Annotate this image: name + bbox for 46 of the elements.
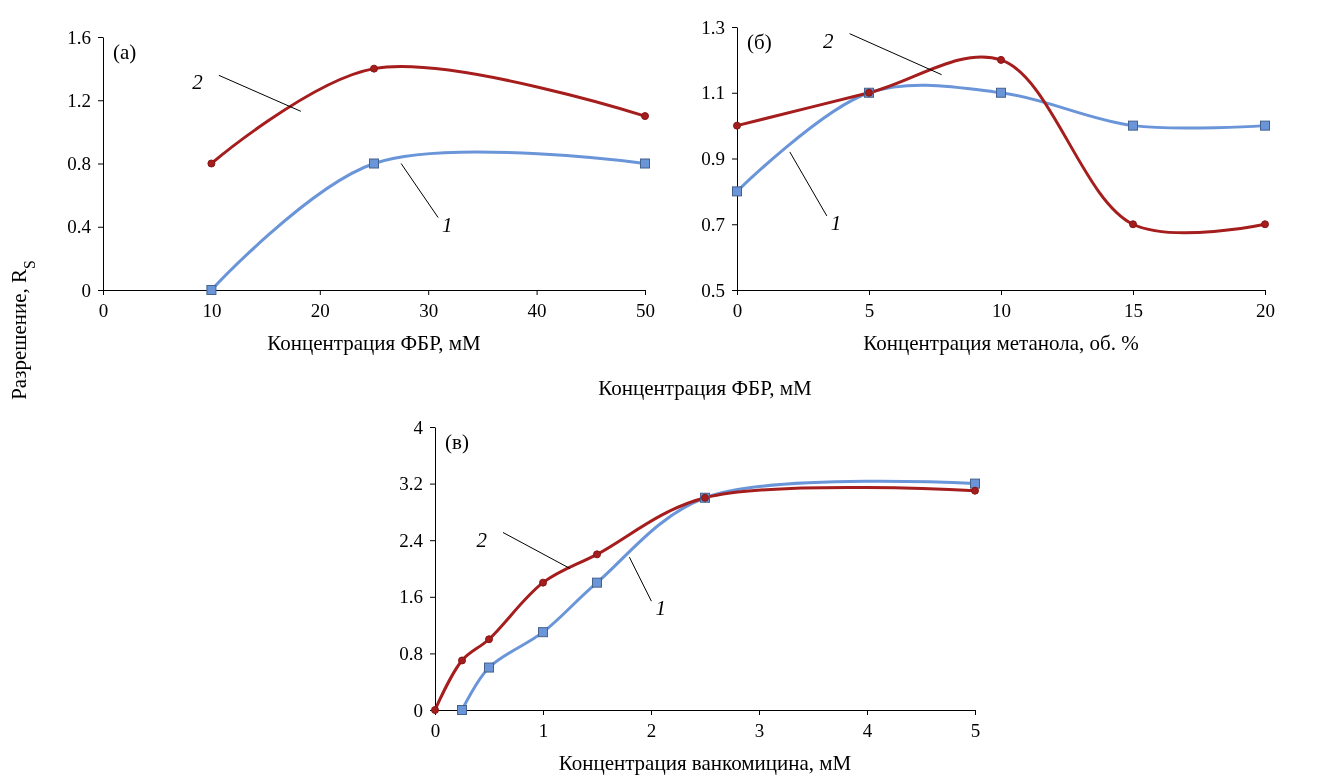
chart-title: Концентрация ФБР, мМ	[598, 376, 812, 400]
text: 1	[655, 596, 666, 621]
x-axis-title: Концентрация ванкомицина, мМ	[558, 751, 852, 775]
y-tick-label: 1.2	[67, 89, 91, 111]
text: 1	[830, 210, 842, 235]
y-tick-label: 0.5	[701, 279, 725, 301]
y-tick-label: 0.4	[67, 216, 92, 238]
annotation: (в)	[445, 430, 469, 454]
x-tick-label: 0	[732, 300, 743, 321]
x-tick-label: 2	[646, 720, 657, 741]
x-tick-label: 20	[310, 300, 330, 321]
text: 2	[192, 70, 204, 95]
y-tick-label: 1.6	[399, 586, 423, 608]
text: 2	[476, 527, 488, 552]
annotation: (а)	[113, 40, 137, 64]
annotation: (б)	[747, 30, 772, 54]
y-tick-label: 0.9	[701, 148, 725, 170]
x-tick-label: 3	[754, 720, 765, 741]
x-axis-title: Концентрация метанола, об. %	[863, 331, 1139, 355]
x-tick-label: 10	[992, 300, 1011, 321]
x-tick-label: 40	[527, 300, 547, 321]
text: 1	[442, 212, 453, 237]
x-tick-label: 0	[98, 300, 109, 321]
y-tick-label: 4	[413, 416, 424, 438]
y-tick-label: 1.6	[67, 26, 91, 48]
x-tick-label: 15	[1124, 300, 1143, 321]
x-tick-label: 4	[862, 720, 873, 741]
y-tick-label: 0	[413, 699, 423, 721]
y-tick-label: 2.4	[399, 529, 424, 551]
y-tick-label: 0	[81, 279, 91, 301]
y-tick-label: 0.8	[399, 642, 423, 664]
x-axis-title: Концентрация ФБР, мМ	[267, 331, 481, 355]
x-tick-label: 5	[864, 300, 875, 321]
x-tick-label: 30	[419, 300, 439, 321]
x-tick-label: 10	[202, 300, 222, 321]
y-tick-label: 1.3	[701, 16, 725, 38]
x-tick-label: 20	[1256, 300, 1275, 321]
y-tick-label: 3.2	[399, 473, 423, 495]
x-tick-label: 0	[430, 720, 441, 741]
y-tick-label: 0.7	[701, 213, 725, 235]
y-tick-label: 0.8	[67, 153, 91, 175]
x-tick-label: 1	[538, 720, 549, 741]
x-tick-label: 50	[636, 300, 655, 321]
y-tick-label: 1.1	[701, 82, 725, 104]
text: 2	[823, 28, 835, 53]
x-tick-label: 5	[970, 720, 981, 741]
